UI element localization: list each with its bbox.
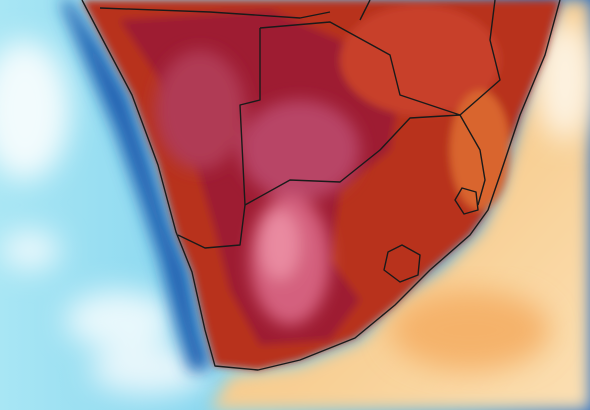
borders [81, 0, 561, 371]
cloud [0, 230, 60, 270]
cloud [0, 40, 70, 180]
heat-spot [155, 50, 245, 170]
coastline [81, 0, 561, 371]
cold-upwelling [60, 0, 212, 372]
warm-patch [535, 20, 590, 140]
border [359, 0, 371, 21]
extreme-heat [155, 50, 360, 325]
heat-spot [240, 100, 360, 200]
border [99, 7, 331, 19]
warm-patch [390, 290, 550, 370]
border [177, 204, 246, 249]
cloud [65, 290, 175, 350]
cloud [90, 345, 210, 395]
cloud-patches [0, 40, 210, 395]
border [244, 114, 486, 206]
border [239, 28, 261, 206]
eswatini-border [454, 187, 479, 215]
hot-region [340, 5, 500, 115]
border [459, 0, 501, 116]
heat-spot [260, 210, 300, 280]
lesotho-border [383, 244, 421, 283]
border [259, 21, 461, 116]
